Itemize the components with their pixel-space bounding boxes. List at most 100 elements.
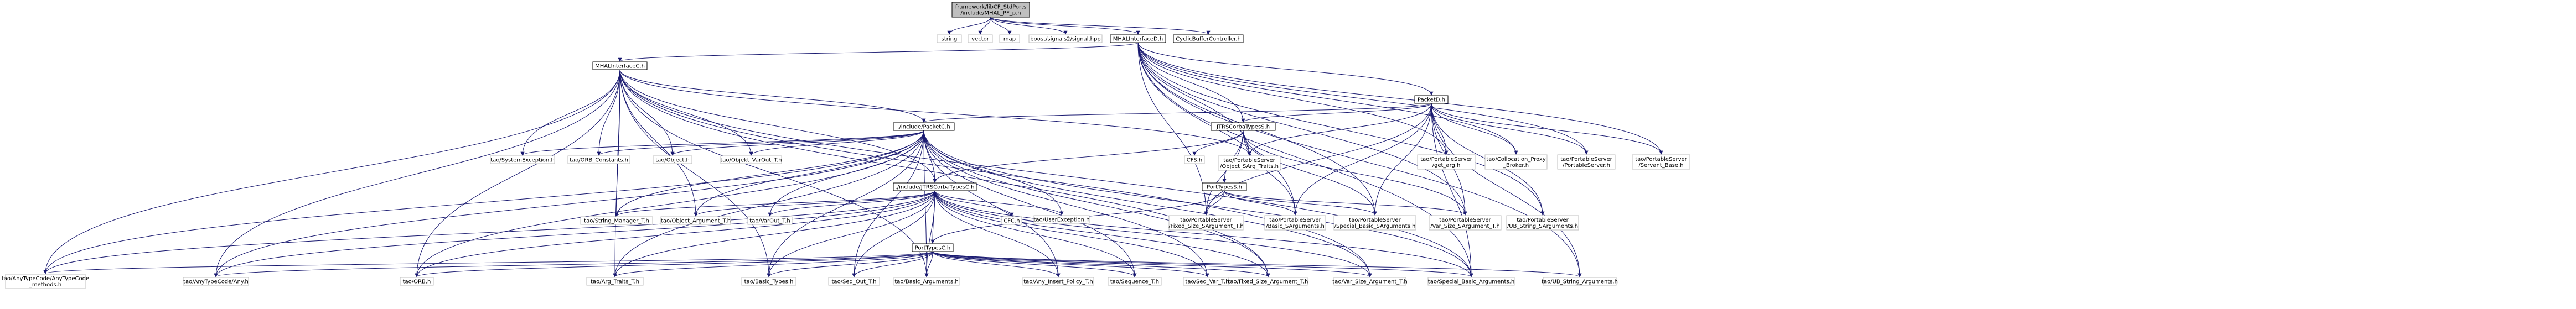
node-any-insert[interactable]: tao/Any_Insert_Policy_T.h (1022, 277, 1094, 286)
node-basic-types[interactable]: tao/Basic_Types.h (741, 277, 796, 286)
node-label: tao/ORB.h (403, 279, 431, 285)
node-label: map (1003, 36, 1016, 43)
node-port-s[interactable]: PortTypesS.h (1202, 182, 1247, 191)
edge-root-to-string (947, 17, 991, 35)
edge-pkt_c-to-special_args (923, 130, 1473, 277)
node-var-out[interactable]: tao/VarOut_T.h (747, 216, 793, 225)
edge-mhal_if_d-to-var_sarg (1137, 42, 1467, 216)
node-box (490, 155, 555, 164)
node-label: tao/Any_Insert_Policy_T.h (1023, 279, 1093, 285)
node-label: JTRSCorbaTypesS.h (1216, 124, 1270, 130)
node-ps-h[interactable]: tao/PortableServer/PortableServer.h (1557, 154, 1616, 170)
node-label: tao/Arg_Traits_T.h (591, 279, 639, 285)
node-label: tao/Var_Size_Argument_T.h (1332, 279, 1407, 285)
node-orb[interactable]: tao/ORB.h (400, 277, 434, 286)
node-arg-traits[interactable]: tao/Arg_Traits_T.h (586, 277, 644, 286)
node-anytc-any[interactable]: tao/AnyTypeCode/AnyTypeCode_methods.h (2, 274, 89, 289)
node-label: tao/ORB_Constants.h (570, 158, 628, 164)
edge-packet_d-to-jtrs_s (1241, 103, 1432, 123)
node-label: tao/PortableServer (1349, 217, 1401, 223)
edge-mhal_if_c-to-obj_arg (619, 69, 698, 217)
node-box (592, 61, 648, 70)
node-box (1557, 154, 1616, 170)
node-cfs[interactable]: CFS.h (1184, 155, 1205, 164)
node-map[interactable]: map (999, 34, 1020, 43)
node-label: tao/PortableServer (1269, 217, 1321, 223)
node-var-arg[interactable]: tao/Var_Size_Argument_T.h (1332, 277, 1408, 286)
node-basic-sargs[interactable]: tao/PortableServer/Basic_SArguments.h (1264, 215, 1326, 231)
node-fixed-arg[interactable]: tao/Fixed_Size_Argument_T.h (1228, 277, 1308, 286)
node-obj-arg[interactable]: tao/Object_Argument_T.h (660, 216, 731, 225)
edge-mhal_if_d-to-mhal_if_c (618, 42, 1139, 62)
node-string-mgr[interactable]: tao/String_Manager_T.h (580, 216, 653, 225)
node-anytc[interactable]: tao/AnyTypeCode/Any.h (183, 277, 249, 286)
node-orb-const[interactable]: tao/ORB_Constants.h (567, 155, 630, 164)
edge-packet_d-to-ub_args (1431, 103, 1582, 277)
node-fixed-sarg[interactable]: tao/PortableServer/Fixed_Size_SArgument_… (1168, 215, 1244, 231)
node-box (400, 277, 434, 286)
node-mhal-if-d[interactable]: MHALInterfaceD.h (1110, 34, 1166, 43)
edge-port_c-to-basic_args (924, 251, 933, 277)
node-box (1033, 215, 1090, 224)
node-packet-d[interactable]: PacketD.h (1414, 95, 1449, 104)
node-port-c[interactable]: PortTypesC.h (912, 243, 954, 252)
edge-port_c-to-var_arg (932, 251, 1372, 277)
node-basic-args[interactable]: tao/Basic_Arguments.h (893, 277, 960, 286)
node-box (1228, 277, 1308, 286)
node-ub-sargs[interactable]: tao/PortableServer/UB_String_SArguments.… (1506, 215, 1579, 231)
edge-jtrs_s-to-fixed_sarg (1204, 130, 1244, 216)
node-colloc[interactable]: tao/Collocation_Proxy_Broker.h (1484, 154, 1548, 170)
node-jtrs-c[interactable]: ./include/JTRSCorbaTypesC.h (893, 182, 977, 191)
node-object[interactable]: tao/Object.h (653, 155, 692, 164)
node-sysexc[interactable]: tao/SystemException.h (490, 155, 555, 164)
edge-port_s-to-fixed_sarg (1204, 190, 1225, 216)
node-obj-varout[interactable]: tao/Objekt_VarOut_T.h (720, 155, 782, 164)
node-special-sargs[interactable]: tao/PortableServer/Special_Basic_SArgume… (1333, 215, 1416, 231)
node-label: framework/libCF_StdPorts (955, 4, 1027, 11)
node-cfc[interactable]: CFC.h (1001, 216, 1022, 225)
node-seq-var[interactable]: tao/Seq_Var_T.h (1183, 277, 1232, 286)
node-var-sarg[interactable]: tao/PortableServer/Var_Size_SArgument_T.… (1429, 215, 1502, 231)
node-box (912, 243, 954, 252)
node-servant-base[interactable]: tao/PortableServer/Servant_Base.h (1632, 154, 1690, 170)
edge-jtrs_c-to-var_out (768, 190, 935, 217)
edge-mhal_if_c-to-orb (415, 69, 620, 277)
node-cyclic[interactable]: CyclicBufferController.h (1173, 34, 1244, 43)
node-special-args[interactable]: tao/Special_Basic_Arguments.h (1427, 277, 1515, 286)
node-mhal-if-c[interactable]: MHALInterfaceC.h (592, 61, 648, 70)
edge-mhal_if_d-to-jtrs_s (1137, 42, 1245, 123)
node-pkt-c[interactable]: ./include/PacketC.h (893, 122, 955, 131)
node-ub-args[interactable]: tao/UB_String_Arguments.h (1542, 277, 1618, 286)
edge-jtrs_c-to-obj_arg (694, 190, 935, 217)
edge-port_c-to-ub_args (932, 251, 1582, 277)
edge-root-to-vector (978, 17, 991, 35)
edge-port_c-to-seq_var (932, 251, 1209, 277)
edge-jtrs_c-to-sequence (934, 190, 1137, 277)
node-jtrs-s[interactable]: JTRSCorbaTypesS.h (1211, 122, 1276, 131)
node-boost[interactable]: boost/signals2/signal.hpp (1028, 34, 1103, 43)
node-box (893, 122, 955, 131)
node-box (951, 2, 1030, 18)
edge-port_c-to-anytc (214, 251, 933, 277)
node-user-exc[interactable]: tao/UserException.h (1033, 215, 1090, 224)
node-obj-sarg[interactable]: tao/PortableServer/Object_SArg_Traits.h (1218, 155, 1281, 171)
node-label: tao/Object_Argument_T.h (661, 218, 731, 224)
node-label: tao/UB_String_Arguments.h (1542, 279, 1618, 285)
edge-mhal_if_c-to-var_arg (619, 69, 1372, 277)
node-sequence[interactable]: tao/Sequence_T.h (1108, 277, 1162, 286)
node-seq-out[interactable]: tao/Seq_Out_T.h (828, 277, 880, 286)
node-box (1168, 215, 1244, 231)
node-box (1543, 277, 1617, 286)
edge-root-to-mhal_if_d (990, 17, 1140, 35)
edge-port_c-to-arg_traits (613, 251, 933, 277)
node-vector[interactable]: vector (968, 34, 993, 43)
node-label: PortTypesC.h (915, 245, 951, 252)
node-label: /Servant_Base.h (1638, 163, 1683, 169)
node-string[interactable]: string (937, 34, 962, 43)
node-box (1001, 216, 1022, 225)
edge-jtrs_c-to-seq_var (934, 190, 1209, 277)
edge-mhal_if_c-to-orb_const (597, 69, 620, 156)
node-get-arg[interactable]: tao/PortableServer/get_arg.h (1417, 154, 1476, 170)
node-label: tao/Object.h (655, 158, 690, 164)
edge-port_c-to-anytc_any (44, 251, 933, 274)
